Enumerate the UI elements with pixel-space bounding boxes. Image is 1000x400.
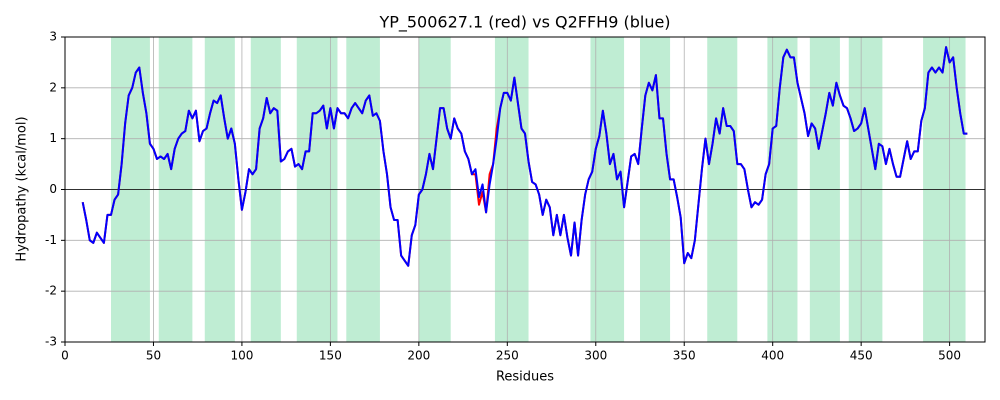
y-tick-label: 1 <box>49 131 57 145</box>
chart-title: YP_500627.1 (red) vs Q2FFH9 (blue) <box>378 13 670 33</box>
x-tick-label: 100 <box>230 349 253 363</box>
y-tick-label: 3 <box>49 30 57 44</box>
x-tick-label: 250 <box>496 349 519 363</box>
plot-frame <box>64 36 986 343</box>
series-line <box>81 46 968 267</box>
x-tick-label: 450 <box>850 349 873 363</box>
x-tick-label: 400 <box>761 349 784 363</box>
x-tick-label: 150 <box>319 349 342 363</box>
x-tick-label: 500 <box>938 349 961 363</box>
x-tick-label: 50 <box>146 349 161 363</box>
y-tick-label: -2 <box>45 284 57 298</box>
y-axis-label: Hydropathy (kcal/mol) <box>15 116 30 261</box>
y-tick-label: -3 <box>45 335 57 349</box>
x-tick-label: 300 <box>584 349 607 363</box>
y-tick-label: -1 <box>45 233 57 247</box>
x-tick-label: 200 <box>407 349 430 363</box>
x-tick-label: 350 <box>673 349 696 363</box>
y-tick-label: 0 <box>49 182 57 196</box>
y-tick-label: 2 <box>49 80 57 94</box>
x-axis-label: Residues <box>496 370 554 385</box>
x-tick-label: 0 <box>61 349 69 363</box>
